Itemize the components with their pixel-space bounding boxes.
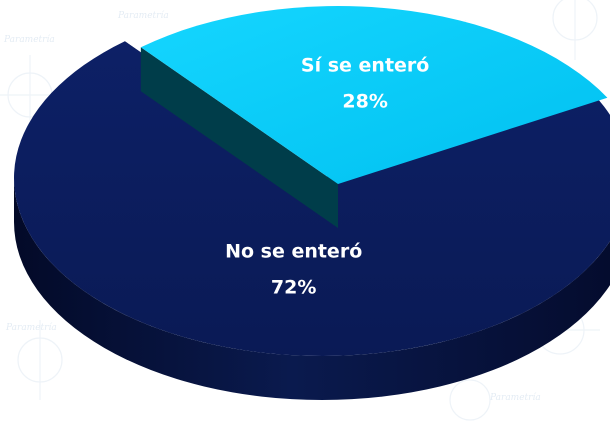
pie-slice-cut-face: [140, 47, 338, 229]
pie-slice-top: [140, 6, 608, 185]
watermark-text: Parametría: [489, 392, 541, 403]
slice-label-value: 72%: [271, 276, 316, 298]
watermark-text: Parametría: [117, 10, 169, 21]
watermark-text: Parametría: [3, 34, 55, 45]
slice-label-name: No se enteró: [225, 240, 362, 262]
watermark-text: Parametría: [5, 322, 57, 333]
pie-slice-s-se-enter-: [140, 6, 608, 229]
slice-label-value: 28%: [342, 91, 387, 113]
slice-label-name: Sí se enteró: [301, 55, 429, 77]
pie-slice-side: [14, 178, 610, 400]
